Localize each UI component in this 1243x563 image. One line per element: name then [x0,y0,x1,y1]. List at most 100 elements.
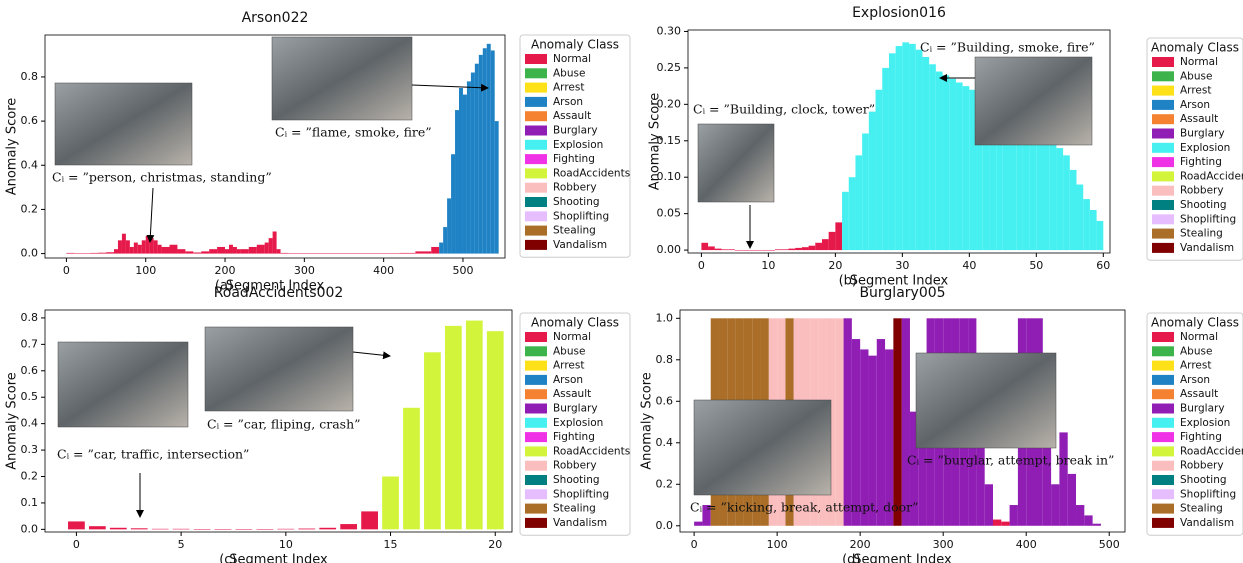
legend-swatch [525,418,547,428]
y-axis-label: Anomaly Score [5,98,20,196]
y-tick-label: 0.1 [21,496,39,509]
bar [768,250,775,251]
bar [158,245,162,254]
caption: Cᵢ = ”person, christmas, standing” [52,170,272,185]
bar [949,79,956,250]
legend-label: Fighting [553,153,595,165]
bar [936,72,943,251]
legend-swatch [1152,489,1174,499]
x-tick-label: 500 [1099,538,1120,551]
bar [352,253,368,254]
bar [963,86,970,250]
legend-swatch [525,154,547,164]
caption: Cᵢ = ”car, traffic, intersection” [57,447,249,462]
legend-label: RoadAccidents [553,445,630,457]
bar [138,245,142,254]
legend-label: Vandalism [553,239,607,251]
y-tick-label: 0.6 [21,114,39,127]
bar [742,250,749,251]
x-axis-label: Segment Index [853,553,952,563]
bar [217,247,225,254]
bar [170,245,178,254]
y-axis-label: Anomaly Score [648,93,663,191]
thumbnail [916,353,1056,448]
bar [943,75,950,250]
legend-swatch [1152,114,1174,124]
legend-label: Explosion [1180,142,1230,154]
legend-label: RoadAccidents [1180,445,1243,457]
x-tick-label: 10 [761,259,775,272]
y-tick-label: 0.0 [21,247,39,260]
legend-swatch [525,140,547,150]
bar [487,331,504,529]
y-tick-label: 0.4 [21,158,39,171]
bar [708,246,715,250]
y-tick-label: 0.2 [656,477,674,490]
x-tick-label: 0 [691,538,698,551]
bar [82,253,90,254]
legend-label: Abuse [553,345,585,357]
bar [237,249,241,253]
bar [1097,221,1104,250]
bar [715,249,722,250]
bar [775,249,782,250]
bar [215,529,232,530]
bar [809,246,816,250]
bar [173,529,190,530]
bar [762,250,769,251]
bar [265,243,269,254]
bar [862,133,869,250]
bar [902,42,909,250]
bar [146,236,150,254]
legend-label: Vandalism [1180,517,1234,529]
legend-label: Shoplifting [553,210,609,222]
bar [445,326,462,530]
y-tick-label: 0.00 [657,243,682,256]
bar [229,245,233,254]
legend-label: Vandalism [1180,242,1234,254]
bar [835,318,843,525]
bar [471,73,475,254]
bar [876,90,883,250]
y-tick-label: 0.2 [21,202,39,215]
legend-swatch [525,226,547,236]
bar [835,222,842,250]
bar [487,44,491,254]
legend-swatch [1152,186,1174,196]
legend-swatch [525,375,547,385]
x-tick-label: 20 [488,538,502,551]
bar [748,250,755,251]
legend-swatch [1152,418,1174,428]
x-tick-label: 5 [178,538,185,551]
legend-label: Robbery [553,182,597,194]
bar [1051,484,1059,525]
legend-label: Robbery [1180,460,1224,472]
legend-label: Shoplifting [1180,488,1236,500]
thumbnail [205,327,353,411]
x-tick-label: 0 [698,259,705,272]
y-tick-label: 0.6 [656,394,674,407]
legend-label: Shoplifting [553,488,609,500]
bar [1001,522,1009,526]
bar [142,240,146,253]
x-tick-label: 400 [373,264,394,277]
thumbnail [58,342,188,427]
bar [956,82,963,250]
x-tick-label: 400 [1016,538,1037,551]
legend-swatch [1152,214,1174,224]
y-tick-label: 0.4 [21,417,39,430]
bar [162,247,170,254]
figure: Arson0220.00.20.40.60.80100200300400500(… [0,0,1243,563]
bar [842,192,849,250]
bar [1083,199,1090,250]
legend-label: Normal [553,53,591,65]
bar [1068,474,1076,526]
x-tick-label: 40 [962,259,976,272]
legend-label: Shooting [1180,199,1227,211]
legend-swatch [525,332,547,342]
bar [185,251,193,253]
chart-panel: Explosion0160.000.050.100.150.200.250.30… [648,5,1243,289]
bar [491,50,495,253]
legend-swatch [525,54,547,64]
legend-label: Normal [1180,56,1218,68]
